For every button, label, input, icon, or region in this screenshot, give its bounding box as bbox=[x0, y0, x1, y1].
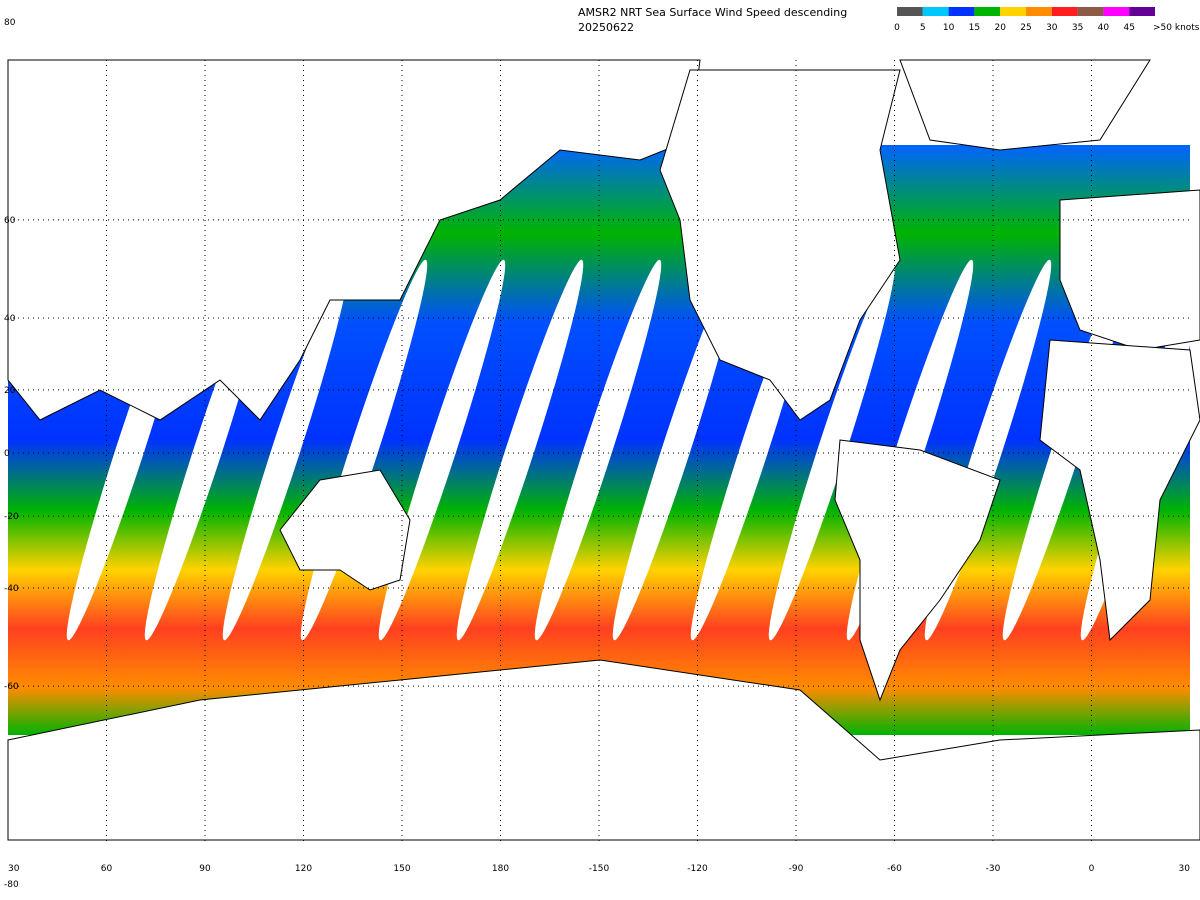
lat-tick-label: 60 bbox=[4, 216, 16, 226]
colorbar-label: 45 bbox=[1123, 23, 1134, 33]
lon-tick-label: 120 bbox=[295, 864, 312, 874]
lat-tick-label: 40 bbox=[4, 314, 16, 324]
graticule: 30 60 90 120 150 180 -150 -120 -90 -60 -30 0 3080604… bbox=[4, 18, 1190, 890]
colorbar-segment bbox=[1103, 7, 1130, 16]
lat-tick-label: -20 bbox=[4, 512, 19, 522]
swath-gap bbox=[768, 259, 896, 641]
coastlines bbox=[7, 59, 1200, 841]
lon-tick-label: 0 bbox=[1089, 864, 1095, 874]
colorbar-segment bbox=[1051, 7, 1078, 16]
colorbar-label: 20 bbox=[994, 23, 1006, 33]
colorbar-label: 35 bbox=[1072, 23, 1083, 33]
lat-tick-label: -80 bbox=[4, 880, 19, 890]
lon-tick-label: 30 bbox=[8, 864, 20, 874]
lat-tick-label: 0 bbox=[4, 449, 10, 459]
lon-tick-label: -150 bbox=[589, 864, 610, 874]
lat-tick-label: -40 bbox=[4, 584, 19, 594]
colorbar-segment bbox=[897, 7, 923, 16]
lon-tick-label: 180 bbox=[492, 864, 509, 874]
map-date: 20250622 bbox=[578, 21, 634, 34]
colorbar-segment bbox=[948, 7, 975, 16]
colorbar-label: 5 bbox=[920, 23, 926, 33]
swath-gap bbox=[534, 259, 662, 641]
lon-tick-label: -120 bbox=[687, 864, 708, 874]
north-america bbox=[659, 69, 901, 421]
colorbar-label: 0 bbox=[894, 23, 900, 33]
lon-tick-label: 30 bbox=[1179, 864, 1191, 874]
swath-gap bbox=[456, 259, 584, 641]
australia bbox=[279, 469, 411, 591]
colorbar-label: 15 bbox=[969, 23, 980, 33]
south-america bbox=[834, 439, 1001, 702]
lat-tick-label: 20 bbox=[4, 386, 16, 396]
colorbar-label: >50 knots bbox=[1153, 23, 1200, 33]
lon-tick-label: 60 bbox=[101, 864, 113, 874]
swath-gap bbox=[612, 259, 740, 641]
greenland bbox=[899, 59, 1151, 151]
colorbar-label: 30 bbox=[1046, 23, 1058, 33]
eurasia bbox=[7, 59, 701, 421]
colorbar: 0 5 10 15 20 25 30 35 40 45 >50 knots bbox=[894, 7, 1200, 33]
europe bbox=[1059, 189, 1200, 351]
lon-tick-label: -60 bbox=[887, 864, 902, 874]
colorbar-label: 40 bbox=[1098, 23, 1110, 33]
colorbar-segment bbox=[1129, 7, 1155, 16]
africa bbox=[1039, 339, 1200, 642]
lat-tick-label: -60 bbox=[4, 682, 19, 692]
swath-gap bbox=[378, 259, 506, 641]
colorbar-segment bbox=[1077, 7, 1104, 16]
colorbar-label: 25 bbox=[1020, 23, 1031, 33]
lon-tick-label: 150 bbox=[393, 864, 410, 874]
map-title: AMSR2 NRT Sea Surface Wind Speed descend… bbox=[578, 6, 847, 19]
lon-tick-label: 90 bbox=[199, 864, 211, 874]
lon-tick-label: -30 bbox=[986, 864, 1001, 874]
colorbar-segment bbox=[1000, 7, 1026, 16]
antarctica bbox=[7, 659, 1200, 841]
colorbar-label: 10 bbox=[943, 23, 955, 33]
swath-gap bbox=[222, 259, 350, 641]
colorbar-segment bbox=[1026, 7, 1052, 16]
colorbar-segment bbox=[922, 7, 949, 16]
lat-tick-label: 80 bbox=[4, 18, 16, 28]
colorbar-segment bbox=[974, 7, 1001, 16]
lon-tick-label: -90 bbox=[789, 864, 804, 874]
